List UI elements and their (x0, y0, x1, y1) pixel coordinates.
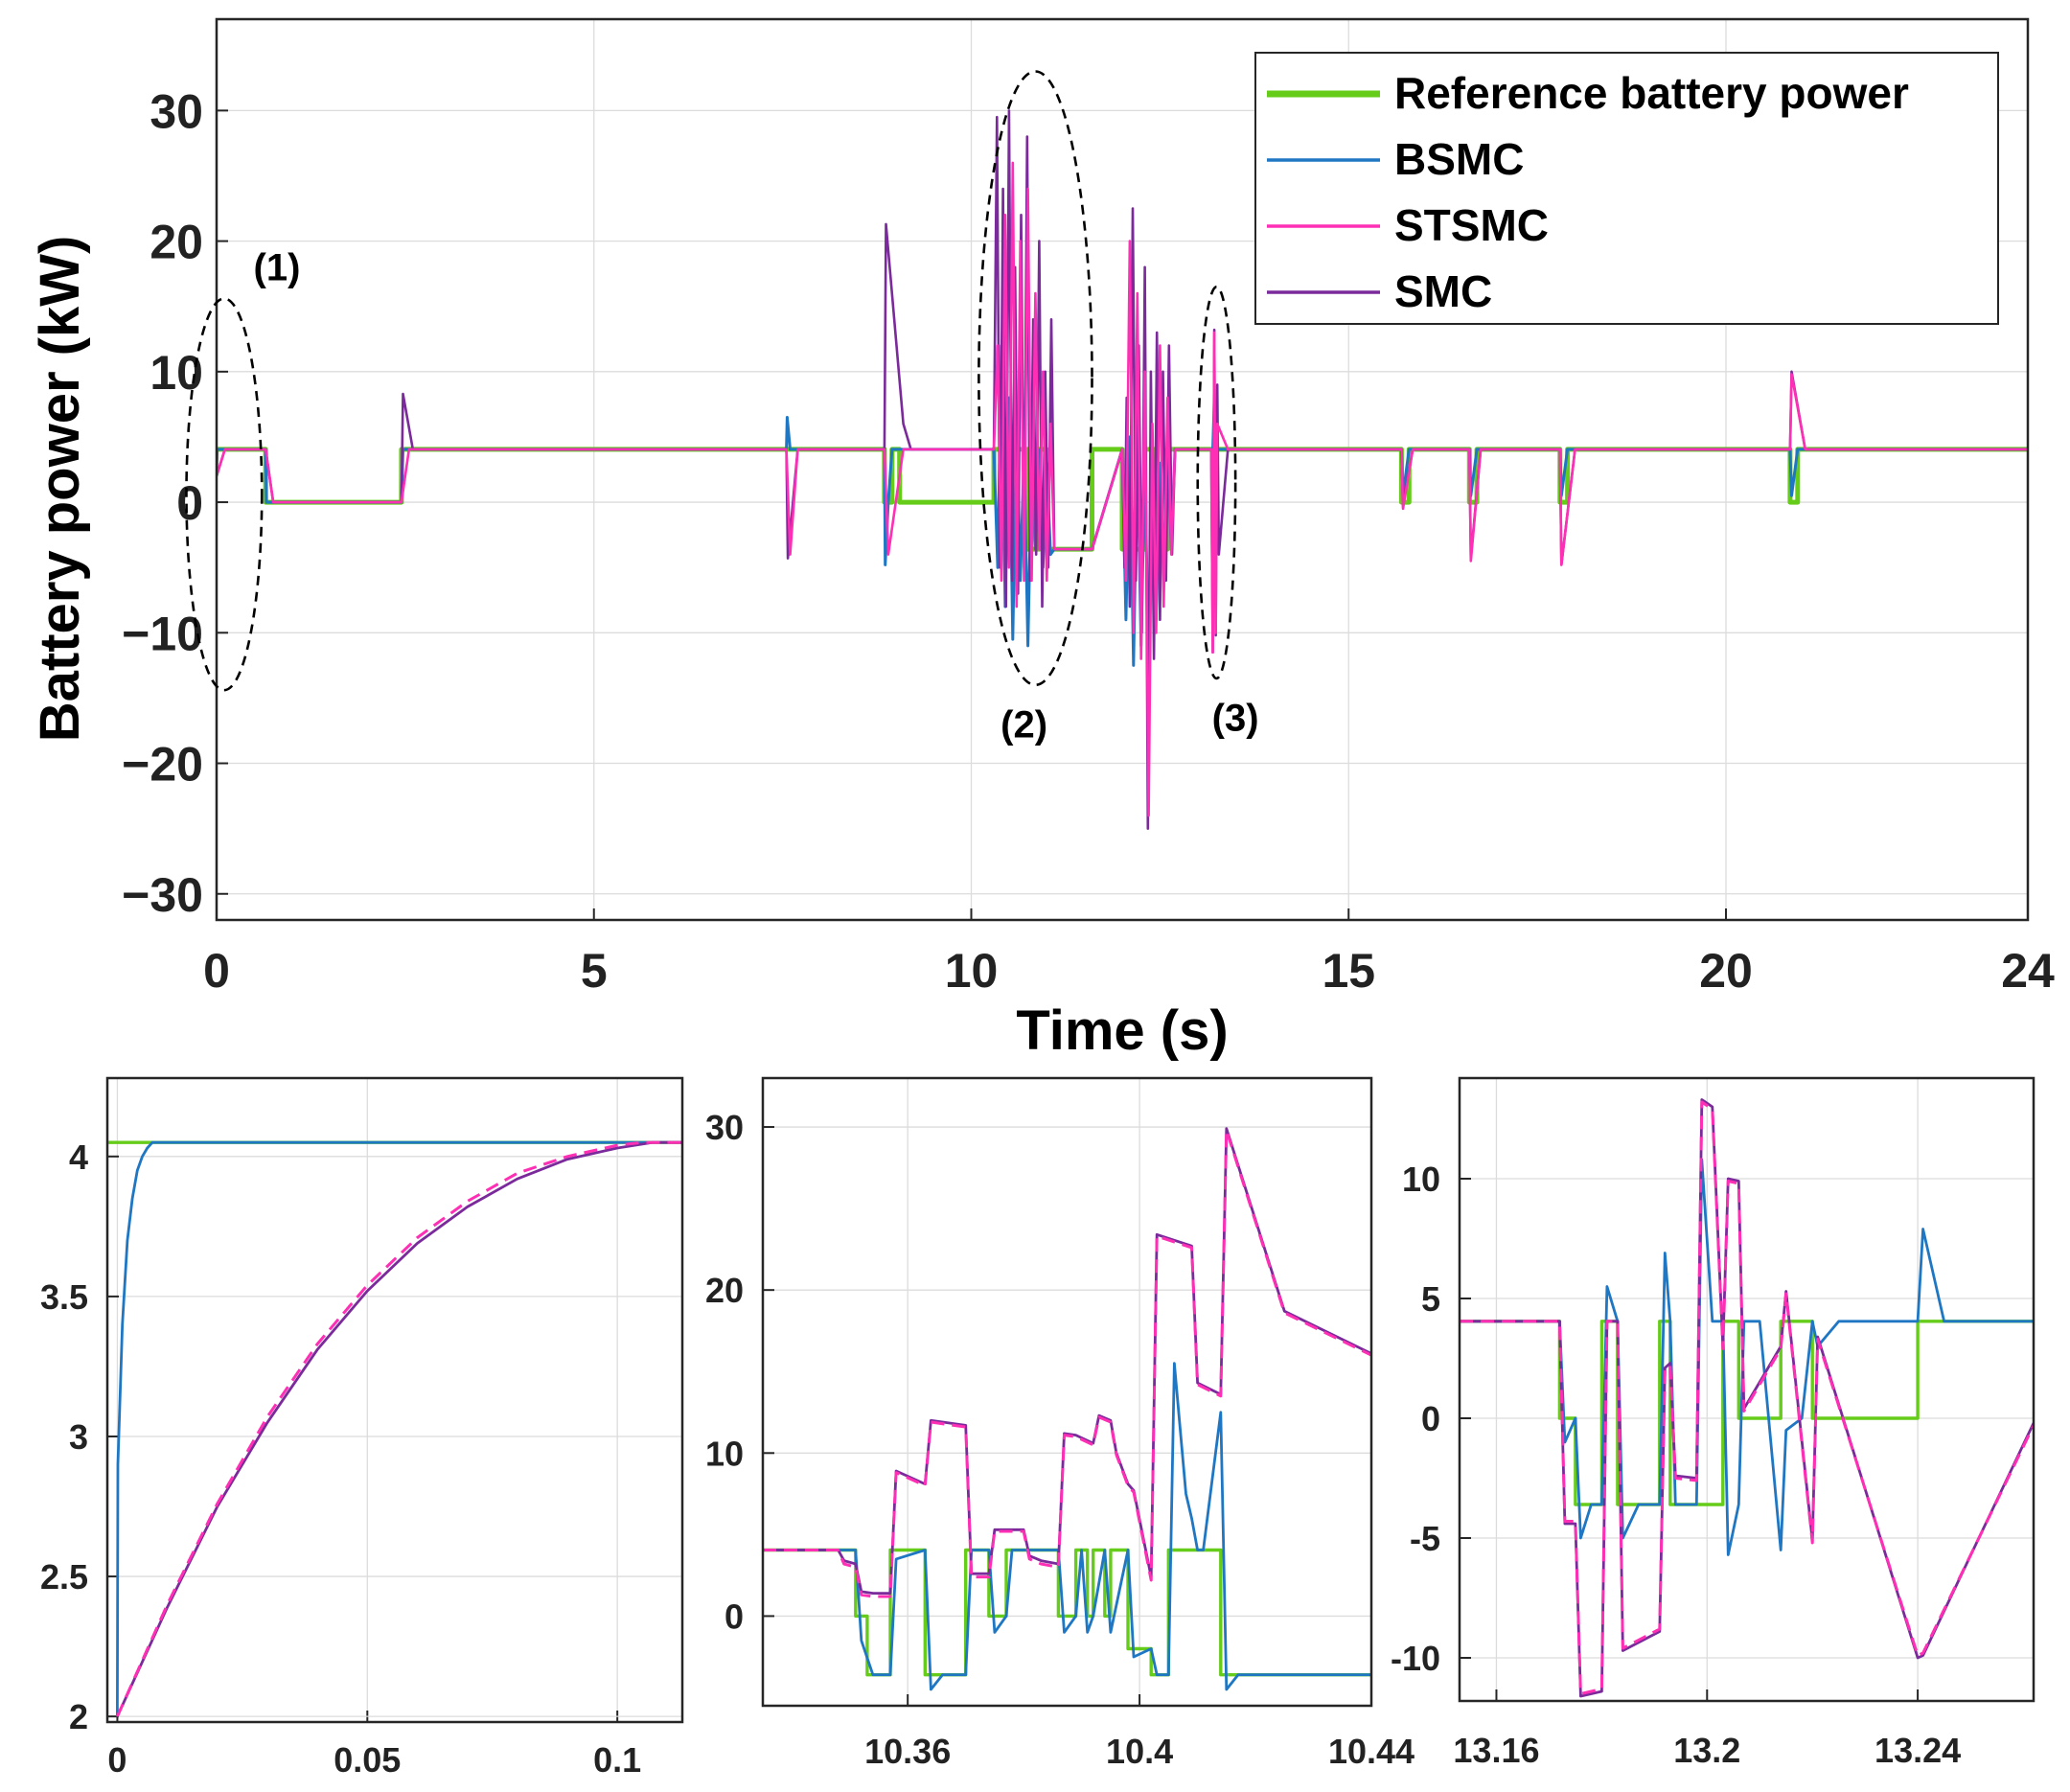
plot-frame (105, 1076, 684, 1724)
x-tick-label: 10 (945, 944, 999, 998)
y-tick-label: 3.5 (40, 1277, 88, 1317)
x-tick-label: 10.4 (1106, 1732, 1173, 1771)
y-tick-label: -10 (1391, 1639, 1440, 1678)
series-line-smc (763, 1127, 1371, 1595)
y-tick-label: −10 (122, 607, 203, 660)
y-tick-label: 3 (69, 1417, 88, 1457)
x-tick-label: 10.36 (864, 1732, 951, 1771)
series-line-stsmc (763, 1128, 1371, 1598)
y-axis-label: Battery power (kW) (29, 236, 91, 743)
chart-main: 0 5 10 15 20 24 30 20 10 0 −10 −20 −30 (1) (2) (3) Time … (29, 17, 2055, 1062)
series-group (217, 109, 2028, 830)
annotation-label-3: (3) (1212, 697, 1259, 739)
x-tick-label: 20 (1699, 944, 1753, 998)
series-line-stsmc (217, 161, 2028, 817)
plot-area (107, 1078, 682, 1722)
series-group (763, 1127, 1371, 1691)
x-tick-label: 0 (203, 944, 230, 998)
x-tick-label: 15 (1322, 944, 1375, 998)
y-tick-label: 30 (705, 1108, 744, 1147)
annotation-label-1: (1) (254, 246, 301, 288)
series-line-bsmc (116, 1140, 682, 1717)
y-tick-label: 30 (150, 84, 203, 138)
y-tick-label: 5 (1421, 1279, 1440, 1319)
plot-area (1460, 1078, 2034, 1701)
plot-frame (1458, 1076, 2036, 1703)
annotation-ellipse-2 (978, 70, 1093, 687)
x-tick-label: 24 (2001, 944, 2055, 998)
series-line-stsmc (1460, 1100, 2034, 1695)
y-tick-label: 0 (724, 1597, 744, 1636)
legend-label-stsmc: STSMC (1394, 200, 1549, 250)
y-tick-label: 10 (1402, 1160, 1440, 1199)
y-tick-label: 0 (1421, 1399, 1440, 1438)
series-line-reference (1460, 1320, 2034, 1506)
y-tick-label: −30 (122, 868, 203, 922)
plot-frame (761, 1076, 1373, 1708)
x-tick-label: 5 (581, 944, 608, 998)
series-line-stsmc (116, 1140, 682, 1717)
legend-box (1254, 52, 1999, 325)
x-tick-label: 13.24 (1874, 1731, 1961, 1770)
legend: Reference battery power BSMC STSMC SMC (1254, 52, 1999, 325)
x-axis-label: Time (s) (1016, 999, 1228, 1062)
y-tick-label: -5 (1410, 1519, 1440, 1558)
chart-zoom2: 10.36 10.4 10.44 0 10 20 30 (705, 1076, 1414, 1771)
x-tick-label: 13.16 (1453, 1731, 1539, 1770)
annotation-label-2: (2) (1000, 703, 1047, 746)
x-tick-label: 0 (107, 1740, 126, 1780)
y-tick-label: 20 (150, 216, 203, 269)
chart-zoom1: 0 0.05 0.1 2 2.5 3 3.5 4 (40, 1076, 684, 1780)
y-tick-label: −20 (122, 738, 203, 792)
series-line-reference (763, 1548, 1371, 1677)
series-group (1460, 1098, 2034, 1698)
y-tick-label: 2 (69, 1697, 88, 1736)
plot-area (763, 1078, 1371, 1706)
y-tick-label: 0 (176, 476, 203, 530)
y-tick-label: 4 (69, 1137, 88, 1177)
chart-zoom3: 13.16 13.2 13.24 10 5 0 -5 -10 (1391, 1076, 2036, 1770)
x-tick-label: 0.1 (593, 1740, 641, 1780)
y-tick-label: 10 (150, 346, 203, 400)
annotation-ellipse-3 (1196, 285, 1237, 680)
legend-label-bsmc: BSMC (1394, 134, 1524, 184)
legend-label-reference: Reference battery power (1394, 68, 1909, 118)
x-tick-label: 10.44 (1328, 1732, 1414, 1771)
y-tick-label: 2.5 (40, 1557, 88, 1597)
x-tick-label: 0.05 (334, 1740, 401, 1780)
series-group (107, 1140, 682, 1717)
y-tick-label: 20 (705, 1271, 744, 1310)
plot-frame (215, 17, 2030, 922)
y-tick-label: 10 (705, 1434, 744, 1473)
series-line-bsmc (763, 1362, 1371, 1691)
legend-label-smc: SMC (1394, 266, 1492, 316)
annotation-ellipse-1 (185, 297, 264, 692)
x-tick-label: 13.2 (1673, 1731, 1740, 1770)
